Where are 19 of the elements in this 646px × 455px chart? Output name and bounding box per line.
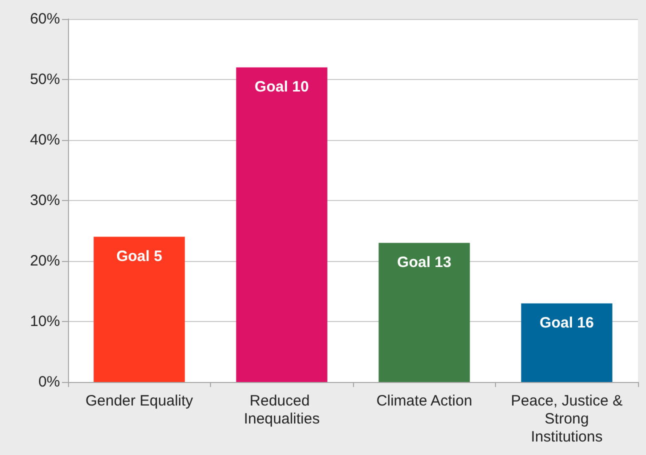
x-tick-label: Reduced Inequalities [244,392,320,428]
data-label: Goal 5 [116,248,162,265]
data-label: Goal 10 [254,78,309,96]
bar [378,242,470,382]
bar [236,67,328,382]
bar [94,236,185,382]
x-tick-label: Peace, Justice & Strong Institutions [510,392,623,446]
y-tick-label: 50% [30,71,60,88]
y-tick-label: 40% [30,132,60,148]
bar [521,303,612,382]
y-tick-label: 10% [30,313,60,330]
y-tick-label: 60% [30,10,60,28]
x-tick-label: Gender Equality [85,392,194,410]
y-tick-label: 0% [38,374,60,390]
x-tick-label: Climate Action [376,392,472,410]
y-tick-label: 30% [30,192,60,209]
data-label: Goal 16 [540,314,594,332]
y-tick-label: 20% [30,252,60,270]
data-label: Goal 13 [397,254,452,271]
